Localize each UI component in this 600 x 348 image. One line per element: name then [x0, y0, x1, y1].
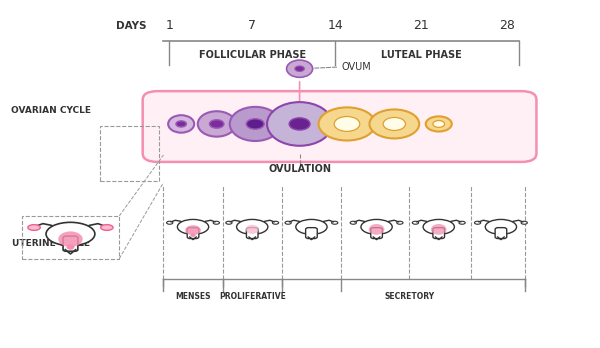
Ellipse shape: [168, 115, 194, 133]
Ellipse shape: [412, 221, 419, 224]
Ellipse shape: [29, 225, 39, 230]
Ellipse shape: [397, 221, 403, 224]
Ellipse shape: [521, 221, 527, 224]
Text: SECRETORY: SECRETORY: [384, 292, 434, 301]
Ellipse shape: [246, 119, 264, 129]
Ellipse shape: [236, 220, 268, 234]
Ellipse shape: [426, 116, 452, 132]
Text: 21: 21: [413, 19, 429, 32]
Ellipse shape: [102, 225, 112, 230]
Ellipse shape: [46, 222, 95, 246]
Ellipse shape: [334, 117, 360, 132]
Text: OVUM: OVUM: [341, 62, 371, 72]
Ellipse shape: [178, 220, 209, 234]
Ellipse shape: [295, 66, 304, 71]
Ellipse shape: [319, 108, 376, 141]
Text: PROLIFERATIVE: PROLIFERATIVE: [219, 292, 286, 301]
Text: FOLLICULAR PHASE: FOLLICULAR PHASE: [199, 50, 306, 60]
Ellipse shape: [361, 220, 392, 234]
Ellipse shape: [267, 102, 332, 146]
Ellipse shape: [246, 225, 259, 234]
Ellipse shape: [332, 221, 338, 224]
Text: 14: 14: [327, 19, 343, 32]
Ellipse shape: [213, 221, 220, 224]
Ellipse shape: [289, 118, 310, 130]
FancyBboxPatch shape: [305, 228, 317, 239]
Ellipse shape: [58, 231, 83, 247]
Ellipse shape: [67, 244, 74, 250]
Ellipse shape: [433, 120, 445, 127]
Ellipse shape: [226, 221, 232, 224]
Ellipse shape: [190, 234, 196, 237]
Text: UTERINE CYCLE: UTERINE CYCLE: [12, 238, 90, 247]
Ellipse shape: [28, 225, 40, 230]
FancyBboxPatch shape: [433, 228, 445, 239]
Ellipse shape: [272, 221, 278, 224]
Ellipse shape: [370, 109, 419, 139]
Ellipse shape: [296, 220, 327, 234]
Ellipse shape: [485, 220, 517, 234]
Ellipse shape: [350, 221, 356, 224]
Text: 28: 28: [499, 19, 515, 32]
Ellipse shape: [369, 224, 385, 235]
Ellipse shape: [185, 225, 201, 235]
Text: 7: 7: [248, 19, 256, 32]
Ellipse shape: [101, 225, 113, 230]
Text: MENSES: MENSES: [175, 292, 211, 301]
FancyBboxPatch shape: [495, 228, 507, 239]
FancyBboxPatch shape: [371, 228, 382, 239]
Ellipse shape: [423, 220, 454, 234]
Text: 1: 1: [166, 19, 173, 32]
Ellipse shape: [198, 111, 236, 137]
Ellipse shape: [209, 120, 224, 128]
FancyBboxPatch shape: [247, 228, 258, 239]
Ellipse shape: [167, 221, 173, 224]
FancyBboxPatch shape: [187, 228, 199, 239]
FancyBboxPatch shape: [63, 236, 78, 251]
Ellipse shape: [459, 221, 465, 224]
FancyBboxPatch shape: [143, 91, 536, 162]
Ellipse shape: [431, 224, 446, 235]
Ellipse shape: [287, 60, 313, 77]
Text: OVULATION: OVULATION: [268, 164, 331, 174]
Ellipse shape: [230, 107, 281, 141]
Ellipse shape: [285, 221, 291, 224]
Text: DAYS: DAYS: [116, 21, 146, 31]
Text: LUTEAL PHASE: LUTEAL PHASE: [380, 50, 461, 60]
Ellipse shape: [176, 121, 187, 127]
Ellipse shape: [475, 221, 481, 224]
Ellipse shape: [383, 117, 406, 130]
Text: OVARIAN CYCLE: OVARIAN CYCLE: [11, 106, 91, 114]
